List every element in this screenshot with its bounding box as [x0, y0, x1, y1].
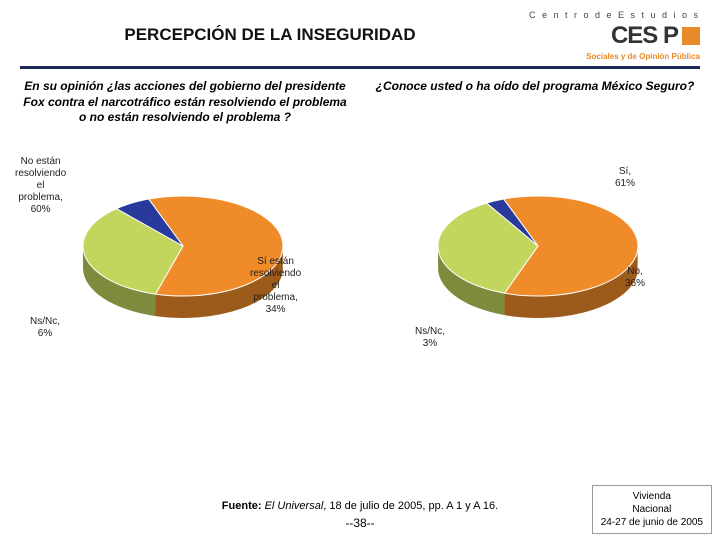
logo-line1: C e n t r o d e E s t u d i o s — [520, 10, 700, 20]
question-right: ¿Conoce usted o ha oído del programa Méx… — [370, 79, 700, 126]
source-pub: El Universal — [265, 500, 324, 512]
chart-left: No están resolviendo el problema, 60% Sí … — [10, 146, 355, 366]
pie-slice-label: No están resolviendo el problema, 60% — [15, 156, 66, 216]
logo-orange-square — [682, 27, 700, 45]
pie-slice-label: Sí, 61% — [615, 166, 635, 190]
questions-row: En su opinión ¿las acciones del gobierno… — [0, 69, 720, 126]
logo-text: CES P — [611, 22, 678, 50]
logo: C e n t r o d e E s t u d i o s CES P So… — [520, 10, 700, 61]
logo-main-row: CES P — [520, 22, 700, 50]
logo-sub: Sociales y de Opinión Pública — [520, 52, 700, 61]
header: PERCEPCIÓN DE LA INSEGURIDAD C e n t r o… — [0, 0, 720, 61]
question-left: En su opinión ¿las acciones del gobierno… — [20, 79, 350, 126]
charts-row: No están resolviendo el problema, 60% Sí … — [0, 126, 720, 366]
chart-right: Sí, 61% No, 36% Ns/Nc, 3% — [365, 146, 710, 366]
source-label: Fuente: — [222, 500, 262, 512]
page-title: PERCEPCIÓN DE LA INSEGURIDAD — [20, 25, 520, 45]
title-area: PERCEPCIÓN DE LA INSEGURIDAD — [20, 10, 520, 45]
pie-slice-label: Sí están resolviendo el problema, 34% — [250, 256, 301, 316]
pie-slice-label: Ns/Nc, 3% — [415, 326, 445, 350]
method-box: Vivienda Nacional 24-27 de junio de 2005 — [592, 485, 712, 534]
source-rest: , 18 de julio de 2005, pp. A 1 y A 16. — [323, 500, 498, 512]
pie-slice-label: No, 36% — [625, 266, 645, 290]
pie-slice-label: Ns/Nc, 6% — [30, 316, 60, 340]
